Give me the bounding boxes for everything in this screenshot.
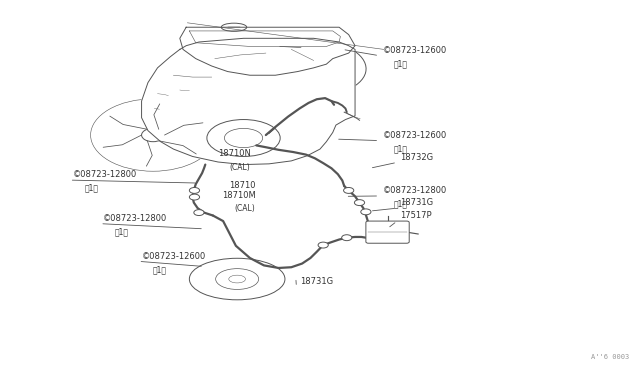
Text: （1）: （1） xyxy=(394,60,408,68)
Text: （1）: （1） xyxy=(153,265,167,274)
Text: 18710M: 18710M xyxy=(223,191,256,200)
Circle shape xyxy=(344,187,354,193)
Circle shape xyxy=(318,242,328,248)
Circle shape xyxy=(361,209,371,215)
Text: （1）: （1） xyxy=(394,144,408,153)
Text: （1）: （1） xyxy=(394,200,408,209)
Text: A''6 0003: A''6 0003 xyxy=(591,353,629,359)
Circle shape xyxy=(355,200,365,206)
Text: 17517P: 17517P xyxy=(400,211,432,220)
Polygon shape xyxy=(141,38,355,164)
Text: （1）: （1） xyxy=(115,227,129,236)
Circle shape xyxy=(189,194,200,200)
Text: （1）: （1） xyxy=(84,184,98,193)
Text: ©08723-12800: ©08723-12800 xyxy=(103,214,168,223)
Text: 18732G: 18732G xyxy=(400,153,433,161)
Text: ©08723-12600: ©08723-12600 xyxy=(383,46,447,55)
Text: ©08723-12600: ©08723-12600 xyxy=(141,251,206,260)
Text: (CAL): (CAL) xyxy=(234,205,255,214)
Text: (CAL): (CAL) xyxy=(230,163,250,172)
Circle shape xyxy=(189,187,200,193)
Text: ©08723-12800: ©08723-12800 xyxy=(73,170,137,179)
Text: ©08723-12800: ©08723-12800 xyxy=(383,186,447,195)
Text: 18710N: 18710N xyxy=(218,149,251,158)
Text: ©08723-12600: ©08723-12600 xyxy=(383,131,447,140)
Text: 18710: 18710 xyxy=(230,181,256,190)
FancyBboxPatch shape xyxy=(366,221,409,243)
Circle shape xyxy=(194,210,204,215)
Text: 18731G: 18731G xyxy=(300,278,333,286)
Text: 18731G: 18731G xyxy=(400,198,433,208)
Circle shape xyxy=(342,235,352,241)
